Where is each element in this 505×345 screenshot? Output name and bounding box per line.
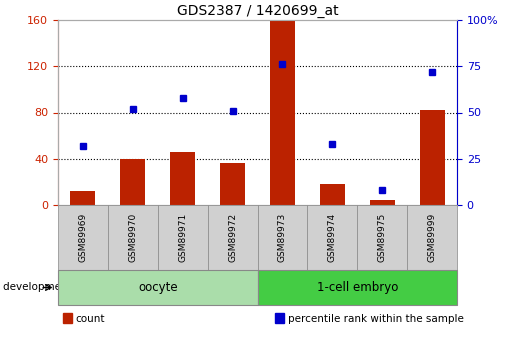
Text: oocyte: oocyte: [138, 281, 178, 294]
Title: GDS2387 / 1420699_at: GDS2387 / 1420699_at: [177, 3, 338, 18]
Bar: [270, 20, 295, 205]
Bar: [220, 164, 245, 205]
Text: GSM89999: GSM89999: [428, 213, 436, 262]
Text: 1-cell embryo: 1-cell embryo: [317, 281, 398, 294]
Text: GSM89971: GSM89971: [178, 213, 187, 262]
Text: development stage: development stage: [3, 283, 104, 293]
Text: GSM89970: GSM89970: [128, 213, 137, 262]
Text: GSM89972: GSM89972: [228, 213, 237, 262]
Bar: [320, 184, 345, 205]
Text: GSM89974: GSM89974: [328, 213, 337, 262]
Text: GSM89975: GSM89975: [378, 213, 387, 262]
Text: count: count: [76, 314, 105, 324]
Bar: [71, 191, 95, 205]
Bar: [370, 200, 394, 205]
Bar: [420, 110, 444, 205]
Bar: [120, 159, 145, 205]
Text: GSM89969: GSM89969: [78, 213, 87, 262]
Text: GSM89973: GSM89973: [278, 213, 287, 262]
Text: percentile rank within the sample: percentile rank within the sample: [288, 314, 464, 324]
Bar: [170, 152, 195, 205]
